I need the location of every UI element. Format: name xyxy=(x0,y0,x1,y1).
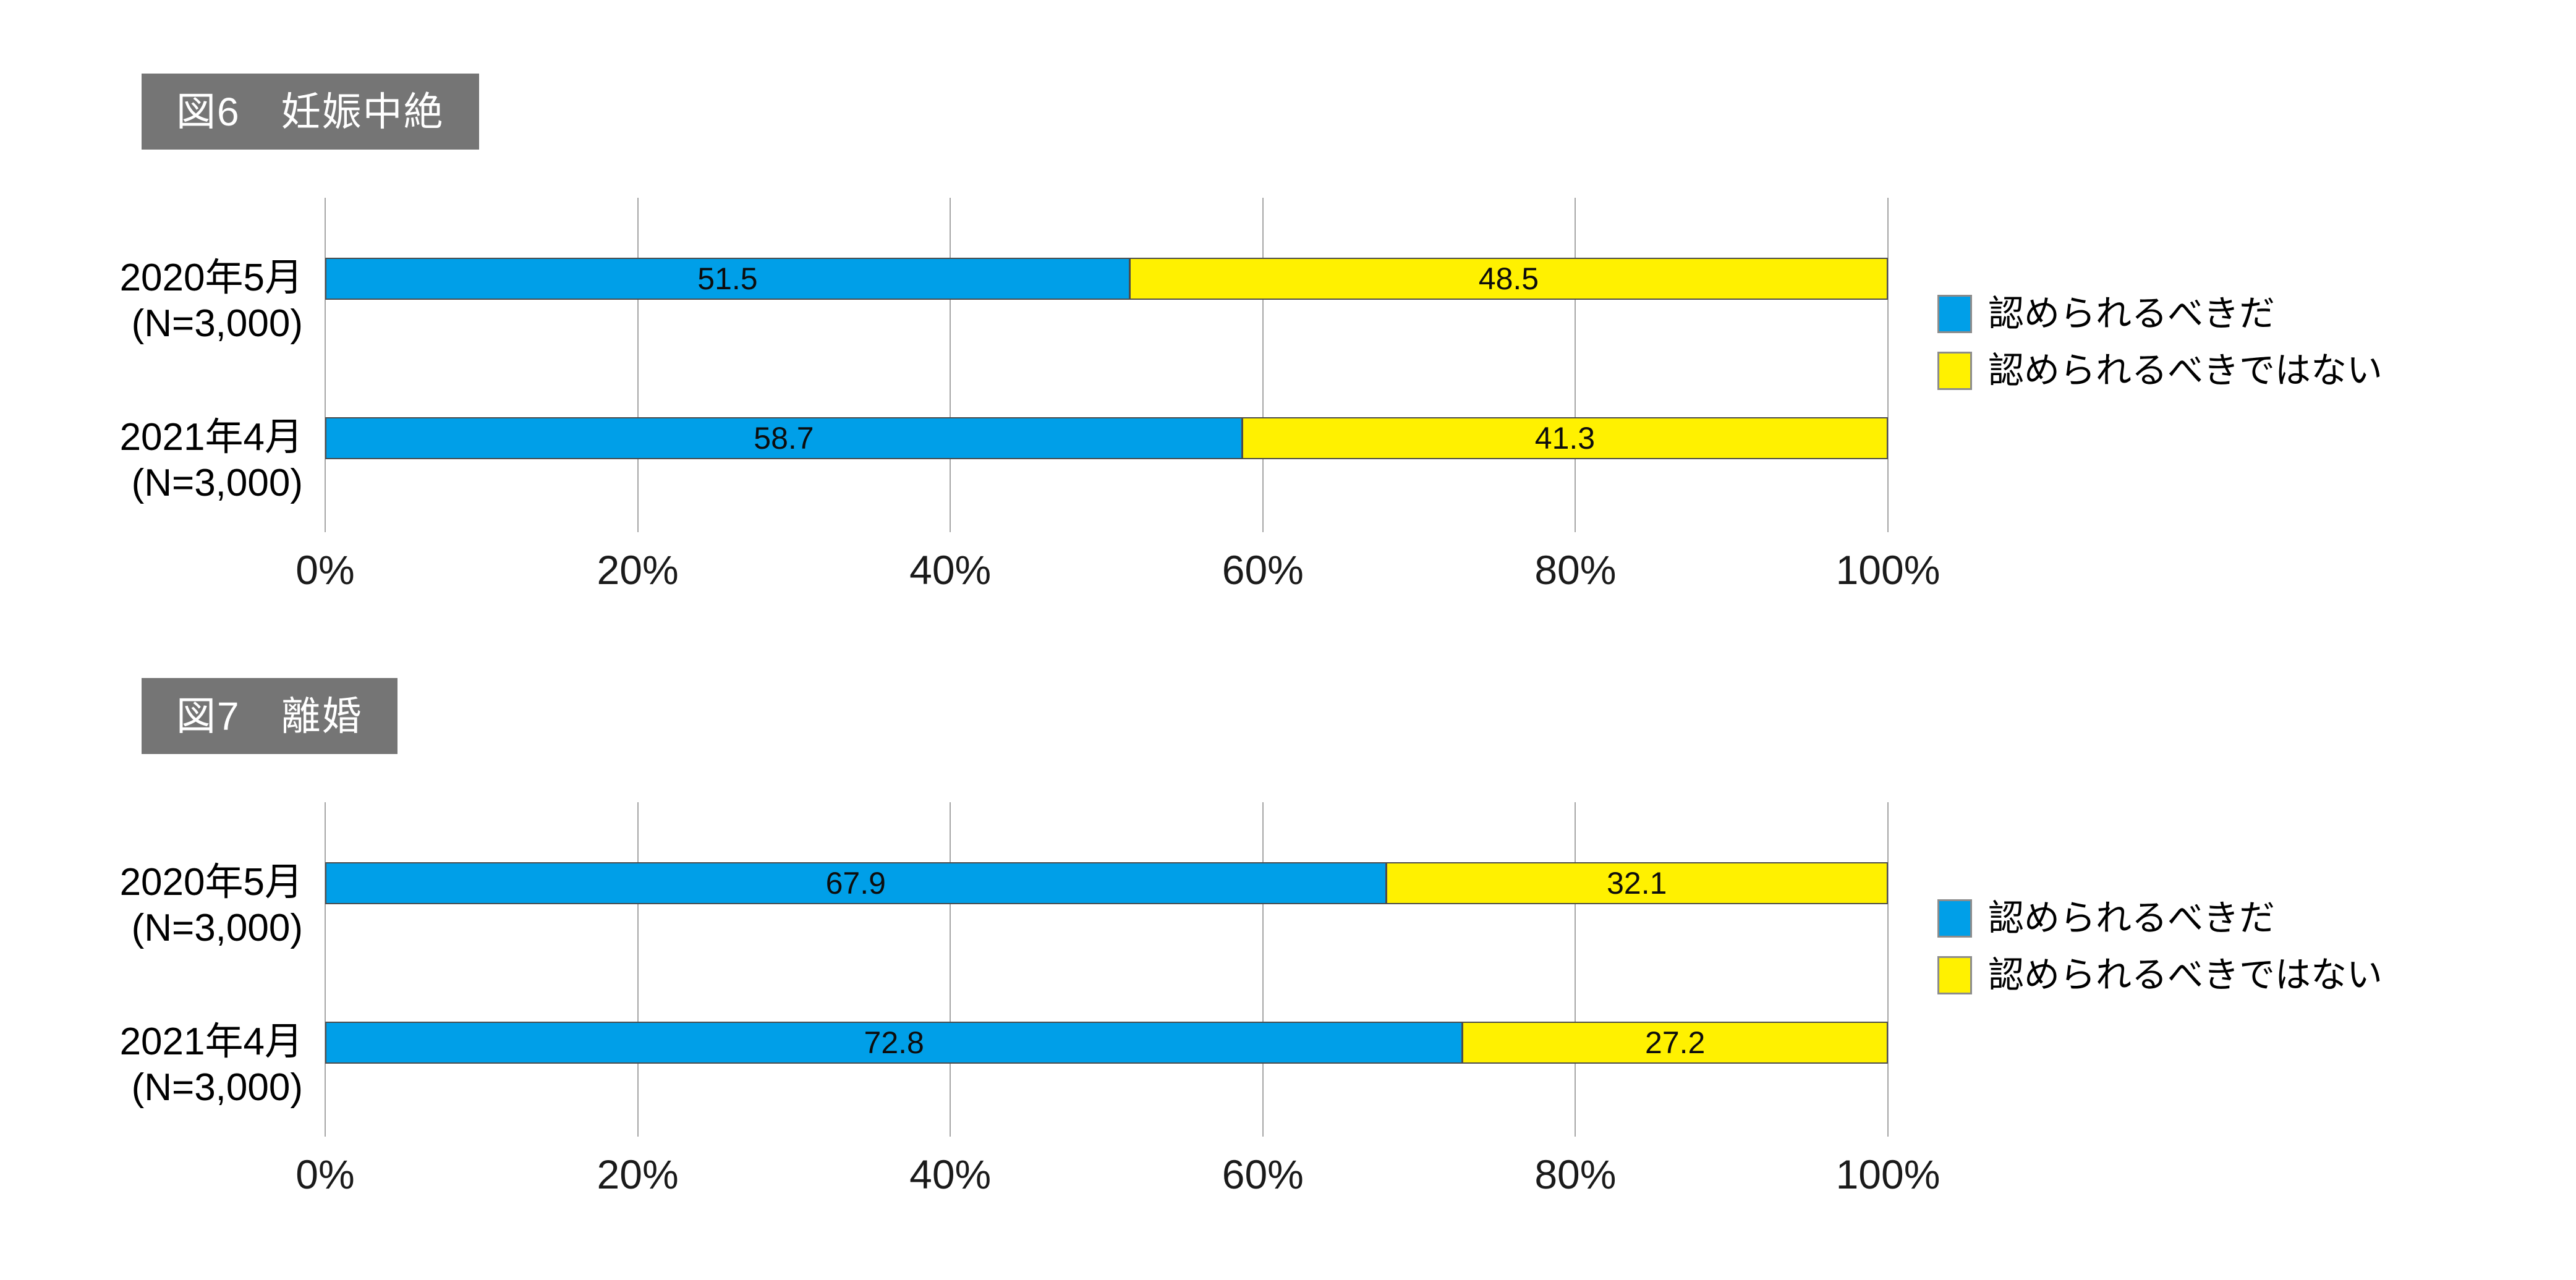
legend-label-approve: 認められるべきだ xyxy=(1988,294,2276,334)
figure6-row1-value-approve: 51.5 xyxy=(697,261,758,296)
figure6-row1-label-line1: 2020年5月 xyxy=(119,256,303,299)
x-tick-0: 0% xyxy=(295,547,355,593)
figure6-plot-area: 2020年5月 (N=3,000) 51.5 48.5 2021年4月 (N=3… xyxy=(120,198,2383,590)
x-tick-60: 60% xyxy=(1222,1151,1304,1197)
figure7-row2-label-line1: 2021年4月 xyxy=(119,1020,303,1063)
yellow-swatch-icon xyxy=(1937,956,1972,994)
figure6-row1-label: 2020年5月 (N=3,000) xyxy=(0,255,303,347)
gridline-100pct xyxy=(1887,198,1889,532)
legend-label-approve: 認められるべきだ xyxy=(1988,898,2276,938)
figure7-row2-segment-approve: 72.8 xyxy=(325,1022,1463,1064)
x-tick-60: 60% xyxy=(1222,547,1304,593)
figure6-row2-bar: 58.7 41.3 xyxy=(325,417,1888,459)
figure7-row1-value-approve: 67.9 xyxy=(825,866,886,901)
gridline-60pct xyxy=(1262,198,1264,532)
figure7-row1-segment-approve: 67.9 xyxy=(325,862,1387,904)
blue-swatch-icon xyxy=(1937,294,1972,333)
figure6-chart: 図6 妊娠中絶 2020年5月 (N=3,000) 51.5 48.5 xyxy=(0,0,2576,618)
figure7-row2-bar: 72.8 27.2 xyxy=(325,1022,1888,1064)
figure6-row2-label: 2021年4月 (N=3,000) xyxy=(0,415,303,506)
legend-item-approve: 認められるべきだ xyxy=(1937,294,2383,334)
figure7-x-axis: 0% 20% 40% 60% 80% 100% xyxy=(295,1151,1940,1203)
figure7-row2-value-approve: 72.8 xyxy=(864,1025,924,1060)
figure6-x-axis: 0% 20% 40% 60% 80% 100% xyxy=(295,547,1940,599)
figure6-row2-label-line1: 2021年4月 xyxy=(119,416,303,459)
x-tick-0: 0% xyxy=(295,1151,355,1197)
figure7-row1-label-line2: (N=3,000) xyxy=(131,907,303,949)
figure6-row1-bar: 51.5 48.5 xyxy=(325,258,1888,300)
figure6-row2-value-approve: 58.7 xyxy=(754,421,814,456)
gridline-60pct xyxy=(1262,802,1264,1137)
figure7-row2-label-line2: (N=3,000) xyxy=(131,1066,303,1109)
gridline-80pct xyxy=(1575,802,1576,1137)
yellow-swatch-icon xyxy=(1937,351,1972,390)
gridline-80pct xyxy=(1575,198,1576,532)
figure6-row1-segment-approve: 51.5 xyxy=(325,258,1130,300)
figure6-legend: 認められるべきだ 認められるべきではない xyxy=(1937,294,2383,391)
x-tick-100: 100% xyxy=(1835,547,1941,593)
figure6-title-box: 図6 妊娠中絶 xyxy=(142,74,479,150)
gridline-40pct xyxy=(950,198,951,532)
figure6-title: 図6 妊娠中絶 xyxy=(176,90,444,134)
figure7-row1-value-disapprove: 32.1 xyxy=(1607,866,1667,901)
gridline-20pct xyxy=(637,198,639,532)
x-tick-40: 40% xyxy=(909,1151,992,1197)
figure6-row2-segment-disapprove: 41.3 xyxy=(1242,417,1888,459)
figure6-row2-segment-approve: 58.7 xyxy=(325,417,1243,459)
figure7-plot-area: 2020年5月 (N=3,000) 67.9 32.1 2021年4月 (N=3… xyxy=(120,802,2383,1195)
gridline-100pct xyxy=(1887,802,1889,1137)
legend-label-disapprove: 認められるべきではない xyxy=(1988,954,2383,995)
figure7-row2-value-disapprove: 27.2 xyxy=(1645,1025,1706,1060)
figure7-row2-segment-disapprove: 27.2 xyxy=(1463,1022,1888,1064)
gridline-0pct xyxy=(325,198,326,532)
x-tick-80: 80% xyxy=(1534,1151,1617,1197)
blue-swatch-icon xyxy=(1937,899,1972,938)
gridline-40pct xyxy=(950,802,951,1137)
figure7-row2-label: 2021年4月 (N=3,000) xyxy=(0,1019,303,1111)
figure6-row2-label-line2: (N=3,000) xyxy=(131,462,303,504)
figure7-title: 図7 離婚 xyxy=(176,694,363,739)
legend-item-approve: 認められるべきだ xyxy=(1937,899,2383,938)
figure7-row1-label-line1: 2020年5月 xyxy=(119,861,303,904)
figure7-legend: 認められるべきだ 認められるべきではない xyxy=(1937,899,2383,995)
figure7-chart: 図7 離婚 2020年5月 (N=3,000) 67.9 32.1 xyxy=(0,604,2576,1223)
figure7-title-box: 図7 離婚 xyxy=(142,678,397,754)
x-tick-20: 20% xyxy=(597,1151,679,1197)
x-tick-20: 20% xyxy=(597,547,679,593)
figure6-row1-value-disapprove: 48.5 xyxy=(1478,261,1539,296)
legend-item-disapprove: 認められるべきではない xyxy=(1937,350,2383,391)
legend-item-disapprove: 認められるべきではない xyxy=(1937,954,2383,995)
x-tick-80: 80% xyxy=(1534,547,1617,593)
x-tick-40: 40% xyxy=(909,547,992,593)
figure6-row1-segment-disapprove: 48.5 xyxy=(1129,258,1888,300)
figure7-row1-bar: 67.9 32.1 xyxy=(325,862,1888,904)
figure7-row1-label: 2020年5月 (N=3,000) xyxy=(0,860,303,951)
gridline-0pct xyxy=(325,802,326,1137)
gridline-20pct xyxy=(637,802,639,1137)
figure6-row2-value-disapprove: 41.3 xyxy=(1534,421,1596,456)
x-tick-100: 100% xyxy=(1835,1151,1941,1197)
figure7-row1-segment-disapprove: 32.1 xyxy=(1386,862,1888,904)
legend-label-disapprove: 認められるべきではない xyxy=(1988,350,2383,391)
figure6-row1-label-line2: (N=3,000) xyxy=(131,302,303,345)
